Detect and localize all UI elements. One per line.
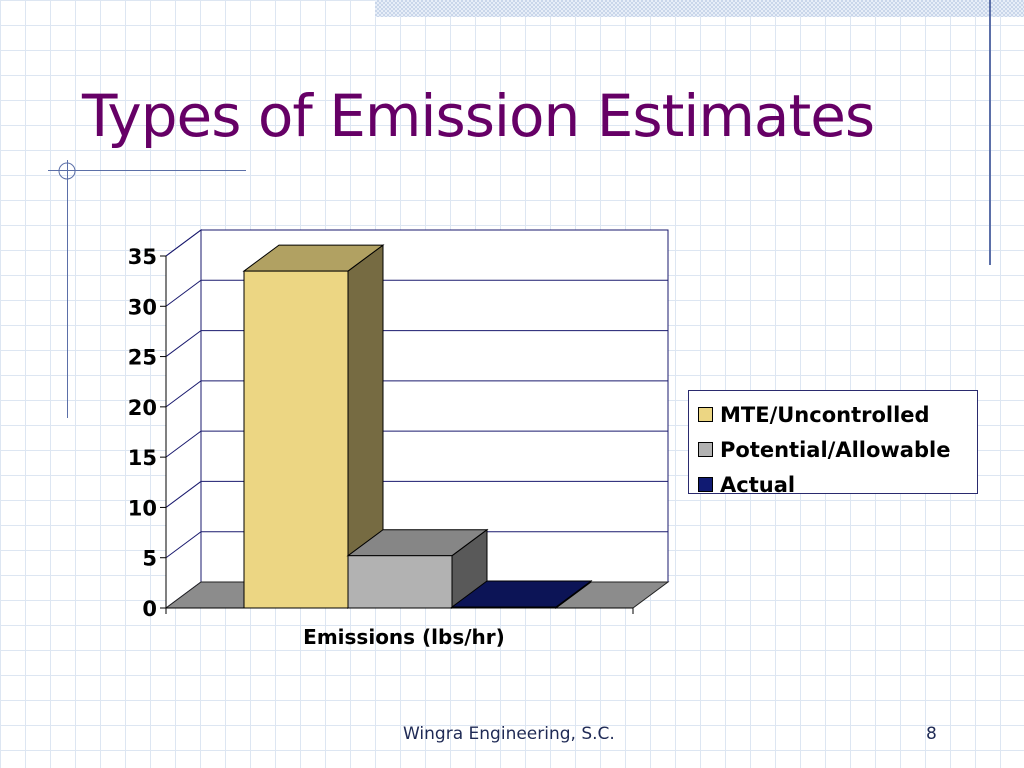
- legend-label-actual: Actual: [720, 472, 796, 497]
- chart-side-wall: [165, 229, 202, 609]
- legend-swatch-potential-allowable: [698, 442, 713, 457]
- right-rule-vertical: [989, 0, 991, 265]
- footer-page-number: 8: [926, 724, 937, 744]
- y-tick-label: 25: [128, 346, 157, 370]
- legend-item-actual: Actual: [698, 467, 977, 502]
- legend-item-mte-uncontrolled: MTE/Uncontrolled: [698, 397, 977, 432]
- legend-swatch-mte-uncontrolled: [698, 407, 713, 422]
- y-tick-label: 20: [128, 396, 157, 420]
- decorative-top-band: [375, 0, 1024, 17]
- gridline: [165, 330, 668, 357]
- slide-title: Types of Emission Estimates: [82, 82, 875, 150]
- legend-label-mte-uncontrolled: MTE/Uncontrolled: [720, 402, 930, 427]
- legend-item-potential-allowable: Potential/Allowable: [698, 432, 977, 467]
- gridline: [165, 380, 668, 408]
- bar-front-mte-uncontrolled: [243, 270, 349, 609]
- bar-front-potential-allowable: [347, 555, 453, 609]
- gridline: [165, 279, 668, 307]
- gridline: [165, 430, 668, 458]
- title-rule-horizontal: [48, 170, 246, 171]
- title-rule-vertical: [67, 160, 68, 418]
- legend-swatch-actual: [698, 477, 713, 492]
- gridline: [165, 531, 668, 559]
- x-axis-label: Emissions (lbs/hr): [303, 625, 505, 649]
- footer-company: Wingra Engineering, S.C.: [403, 724, 615, 744]
- legend-label-potential-allowable: Potential/Allowable: [720, 437, 951, 462]
- gridline: [165, 480, 668, 508]
- y-tick-label: 35: [128, 245, 157, 269]
- y-tick-label: 5: [142, 547, 157, 571]
- chart-legend: MTE/Uncontrolled Potential/Allowable Act…: [688, 390, 978, 497]
- y-tick-label: 15: [128, 446, 157, 470]
- corner-circle-icon: [58, 162, 76, 180]
- y-tick-label: 10: [128, 496, 157, 520]
- y-tick-label: 0: [142, 597, 157, 621]
- gridline: [165, 229, 668, 257]
- y-tick-label: 30: [128, 295, 157, 319]
